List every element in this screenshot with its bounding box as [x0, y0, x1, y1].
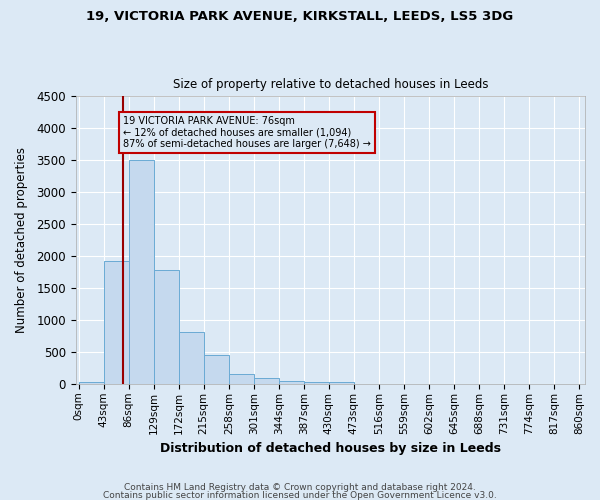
Bar	[279, 380, 304, 384]
Bar	[154, 270, 179, 384]
Bar	[179, 332, 204, 384]
Bar	[254, 378, 279, 384]
Bar	[229, 374, 254, 384]
Bar	[104, 261, 128, 384]
Bar	[204, 355, 229, 384]
Text: 19, VICTORIA PARK AVENUE, KIRKSTALL, LEEDS, LS5 3DG: 19, VICTORIA PARK AVENUE, KIRKSTALL, LEE…	[86, 10, 514, 23]
Bar	[128, 160, 154, 384]
Bar	[79, 382, 104, 384]
X-axis label: Distribution of detached houses by size in Leeds: Distribution of detached houses by size …	[160, 442, 501, 455]
Title: Size of property relative to detached houses in Leeds: Size of property relative to detached ho…	[173, 78, 488, 91]
Bar	[329, 382, 354, 384]
Text: Contains public sector information licensed under the Open Government Licence v3: Contains public sector information licen…	[103, 490, 497, 500]
Text: Contains HM Land Registry data © Crown copyright and database right 2024.: Contains HM Land Registry data © Crown c…	[124, 484, 476, 492]
Y-axis label: Number of detached properties: Number of detached properties	[15, 147, 28, 333]
Text: 19 VICTORIA PARK AVENUE: 76sqm
← 12% of detached houses are smaller (1,094)
87% : 19 VICTORIA PARK AVENUE: 76sqm ← 12% of …	[123, 116, 371, 148]
Bar	[304, 382, 329, 384]
